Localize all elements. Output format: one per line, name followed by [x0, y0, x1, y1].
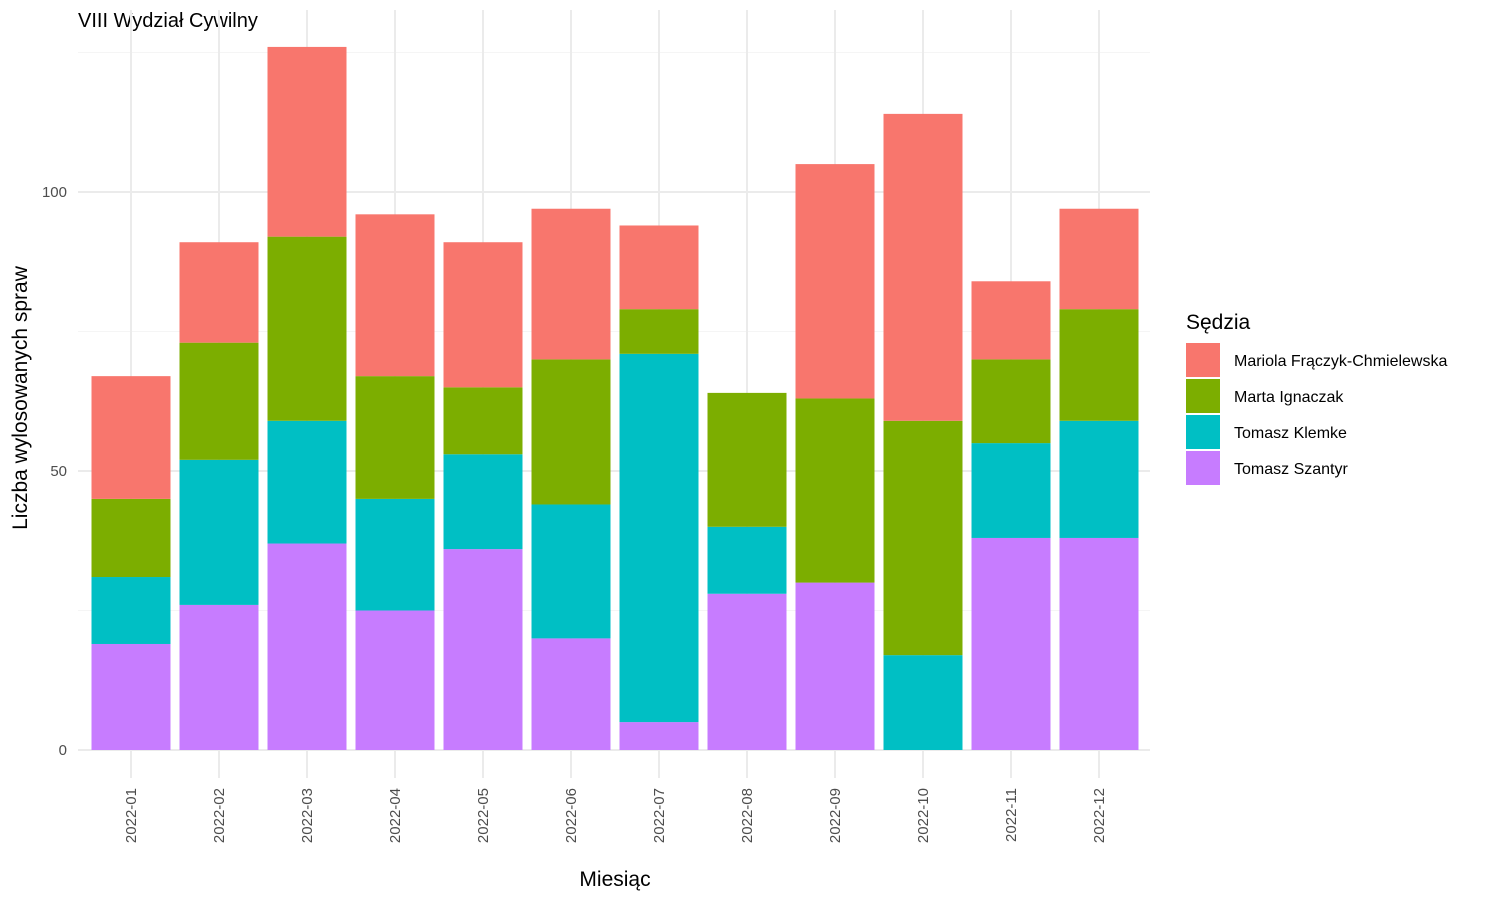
bar-2022-02-1: [179, 242, 259, 343]
legend-label: Tomasz Klemke: [1234, 425, 1347, 442]
legend-swatch: [1186, 415, 1220, 449]
bar-2022-02-3: [179, 459, 259, 605]
x-tick-label: 2022-11: [1003, 788, 1020, 842]
bar-2022-12-4: [1059, 537, 1139, 750]
x-tick-label: 2022-06: [563, 788, 580, 843]
x-tick-label: 2022-12: [1091, 788, 1108, 843]
bar-2022-12-2: [1059, 309, 1139, 421]
bar-2022-12-1: [1059, 208, 1139, 310]
legend-label: Tomasz Szantyr: [1234, 461, 1348, 478]
bar-2022-01-1: [91, 376, 171, 499]
x-tick-label: 2022-07: [651, 788, 668, 843]
bar-2022-06-4: [531, 638, 611, 750]
bar-2022-01-2: [91, 498, 171, 578]
bar-2022-06-1: [531, 208, 611, 360]
bar-2022-07-1: [619, 225, 699, 310]
bar-2022-07-2: [619, 309, 699, 354]
x-tick-label: 2022-01: [123, 788, 140, 843]
legend-label: Mariola Frączyk-Chmielewska: [1234, 353, 1447, 370]
bar-2022-10-2: [883, 420, 963, 656]
bar-2022-04-3: [355, 498, 435, 611]
legend-items: Mariola Frączyk-Chmielewska Marta Ignacza…: [1186, 343, 1447, 485]
bar-2022-07-3: [619, 353, 699, 723]
legend-label: Marta Ignaczak: [1234, 389, 1344, 406]
legend: Sędzia Mariola Frączyk-Chmielewska Marta …: [1186, 311, 1447, 485]
x-tick-label: 2022-09: [827, 788, 844, 843]
bar-2022-09-4: [795, 582, 875, 750]
bar-2022-06-3: [531, 504, 611, 639]
bar-2022-05-1: [443, 242, 523, 388]
bar-2022-03-4: [267, 543, 347, 750]
bars: [91, 46, 1139, 750]
bar-2022-04-1: [355, 214, 435, 377]
bar-2022-05-2: [443, 387, 523, 455]
legend-swatch: [1186, 343, 1220, 377]
bar-2022-08-2: [707, 392, 787, 527]
bar-2022-03-3: [267, 420, 347, 544]
legend-swatch: [1186, 451, 1220, 485]
bar-2022-04-4: [355, 610, 435, 750]
bar-2022-01-4: [91, 643, 171, 750]
x-tick-label: 2022-05: [475, 788, 492, 843]
y-axis-title: Liczba wylosowanych spraw: [9, 265, 32, 530]
bar-2022-03-2: [267, 236, 347, 421]
legend-swatch: [1186, 379, 1220, 413]
y-tick-label: 50: [50, 463, 67, 480]
bar-2022-12-3: [1059, 420, 1139, 538]
bar-2022-11-4: [971, 537, 1051, 750]
chart-title: VIII Wydział Cywilny: [78, 10, 258, 32]
y-tick-label: 0: [59, 742, 67, 759]
x-tick-label: 2022-10: [915, 788, 932, 843]
bar-2022-05-4: [443, 549, 523, 750]
x-tick-label: 2022-03: [299, 788, 316, 843]
bar-2022-10-1: [883, 113, 963, 421]
bar-2022-09-2: [795, 398, 875, 583]
x-tick-label: 2022-04: [387, 788, 404, 843]
bar-2022-11-3: [971, 443, 1051, 538]
y-axis-ticks: 0 50 100: [42, 184, 67, 759]
x-axis-ticks: 2022-01 2022-02 2022-03 2022-04 2022-05 2022-…: [123, 788, 1108, 843]
bar-2022-02-2: [179, 342, 259, 460]
x-tick-label: 2022-02: [211, 788, 228, 843]
bar-2022-11-2: [971, 359, 1051, 444]
x-tick-label: 2022-08: [739, 788, 756, 843]
bar-2022-11-1: [971, 281, 1051, 360]
bar-2022-09-1: [795, 164, 875, 399]
legend-title: Sędzia: [1186, 311, 1251, 334]
bar-2022-01-3: [91, 577, 171, 644]
bar-2022-03-1: [267, 46, 347, 237]
bar-2022-04-2: [355, 376, 435, 499]
bar-2022-08-4: [707, 593, 787, 750]
bar-2022-05-3: [443, 454, 523, 550]
bar-2022-10-3: [883, 655, 963, 750]
bar-2022-06-2: [531, 359, 611, 505]
bar-2022-08-3: [707, 526, 787, 594]
y-tick-label: 100: [42, 184, 67, 201]
bar-2022-02-4: [179, 604, 259, 750]
bar-2022-07-4: [619, 722, 699, 750]
x-axis-title: Miesiąc: [579, 868, 650, 891]
